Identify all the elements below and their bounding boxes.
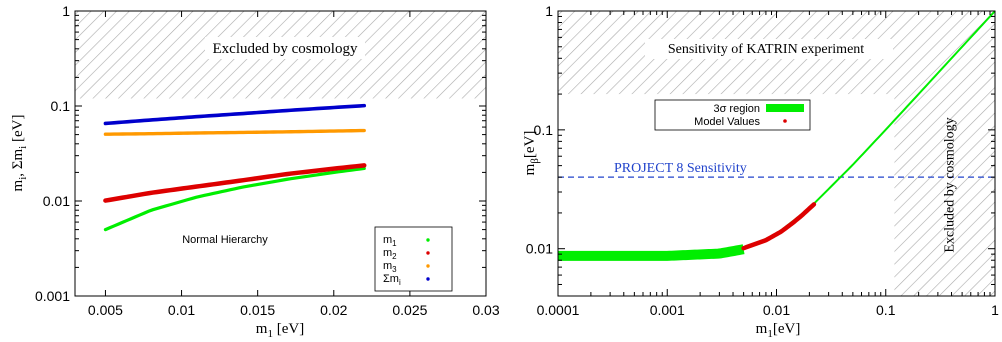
legend-marker [426,277,430,281]
legend-marker [426,238,430,242]
three-sigma-band [558,244,745,261]
right-y-axis: 0.01 0.1 1 [526,3,995,297]
y-tick-label: 1 [62,3,70,19]
series-line-1 [103,166,366,232]
left-y-axis-label: mi, Σmi [eV] [10,115,29,192]
y-tick-label: 0.1 [51,98,71,114]
katrin-text-background [645,39,893,59]
x-tick-label: 0.0001 [537,302,580,318]
legend-label: Σmi [383,273,401,287]
series-line-4 [103,103,367,126]
legend-label-band: 3σ region [713,103,760,115]
legend-marker [426,251,430,255]
y-tick-label: 0.01 [526,241,553,257]
series-line-3 [103,128,366,136]
x-tick-label: 0.025 [392,302,427,318]
right-y-axis-label: mβ[eV] [522,131,541,176]
x-tick-label: 0.01 [763,302,790,318]
left-chart: Excluded by cosmology 0.005 0.01 0.015 0.02… [10,3,500,340]
katrin-sensitivity-label: Sensitivity of KATRIN experiment [668,42,864,57]
y-tick-label: 0.1 [534,122,554,138]
y-tick-label: 0.01 [43,193,70,209]
legend-label: m1 [383,234,397,248]
x-tick-label: 0.005 [88,302,123,318]
left-x-axis: 0.005 0.01 0.015 0.02 0.025 0.03 [88,11,500,318]
left-plot-frame [74,10,487,297]
left-legend-box [374,226,453,292]
legend-label: m3 [383,260,397,274]
x-tick-label: 0.03 [472,302,499,318]
left-y-axis: 0.001 0.01 0.1 1 [35,3,486,304]
legend-label-model: Model Values [694,116,760,128]
excluded-by-cosmology-label: Excluded by cosmology [213,41,358,57]
right-series [558,10,996,261]
y-tick-label: 0.001 [35,288,70,304]
series-line-2 [103,163,367,203]
x-tick-label: 1 [991,302,999,318]
project8-sensitivity-label: PROJECT 8 Sensitivity [614,161,747,176]
x-tick-label: 0.02 [320,302,347,318]
model-values-line [741,202,817,251]
cosmology-region-hatch [894,94,995,296]
legend-marker-model [783,119,787,123]
left-x-axis-label: m1 [eV] [256,321,304,340]
legend-label: m2 [383,247,397,261]
x-tick-label: 0.001 [650,302,685,318]
excluded-text-background [205,37,365,59]
x-tick-label: 0.01 [168,302,195,318]
y-tick-label: 1 [545,3,553,19]
excluded-by-cosmology-label-right: Excluded by cosmology [943,117,958,252]
x-tick-label: 0.1 [876,302,896,318]
legend-marker [426,264,430,268]
right-chart: Sensitivity of KATRIN experiment PROJECT… [522,3,999,340]
x-tick-label: 0.015 [240,302,275,318]
normal-hierarchy-annotation: Normal Hierarchy [182,234,268,246]
left-series [103,103,367,232]
right-x-axis-label: m1[eV] [756,321,801,340]
